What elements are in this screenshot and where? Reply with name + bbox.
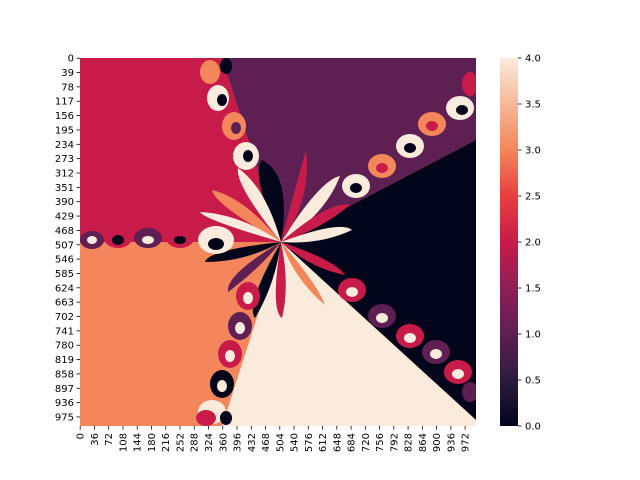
y-tick-label: 702: [55, 312, 74, 323]
y-tick-label: 390: [55, 197, 74, 208]
x-tick-label: 36: [90, 433, 101, 446]
x-tick-label: 72: [104, 433, 115, 446]
x-tick-label: 288: [190, 433, 201, 452]
central-petals: [200, 150, 352, 318]
colorbar-tick-label: 4.0: [525, 54, 541, 65]
x-tick-label: 360: [218, 433, 229, 452]
y-tick-label: 897: [55, 384, 74, 395]
x-tick-label: 576: [304, 433, 315, 452]
colorbar-tick-label: 1.5: [525, 284, 541, 295]
x-tick-label: 756: [375, 433, 386, 452]
x-tick-label: 684: [347, 433, 358, 452]
heatmap-plot-area: [80, 58, 476, 426]
colorbar-tick-label: 3.0: [525, 146, 541, 157]
colorbar-gradient: [500, 58, 518, 426]
y-tick-label: 468: [55, 226, 74, 237]
x-tick-label: 540: [290, 433, 301, 452]
x-tick-label: 936: [446, 433, 457, 452]
colorbar-tick-label: 0.0: [525, 422, 541, 433]
x-tick-label: 504: [275, 433, 286, 452]
y-axis: 0 39 78 117 156 195 234 273 312 351 390 429 468 507 54…: [55, 54, 80, 423]
x-tick-label: 252: [175, 433, 186, 452]
x-tick-label: 432: [247, 433, 258, 452]
y-tick-label: 936: [55, 398, 74, 409]
x-tick-label: 324: [204, 433, 215, 452]
x-tick-label: 900: [432, 433, 443, 452]
y-tick-label: 546: [55, 255, 74, 266]
colorbar-ticks: 0.0 0.5 1.0 1.5 2.0 2.5 3.0 3.5 4.0: [518, 54, 541, 433]
x-tick-label: 396: [233, 433, 244, 452]
colorbar-tick-label: 2.5: [525, 192, 541, 203]
y-tick-label: 741: [55, 326, 74, 337]
x-axis: 0 36 72 108 144 180 216 252 288 324 360 396 432 468 50…: [76, 426, 472, 452]
y-tick-label: 585: [55, 269, 74, 280]
colorbar-tick-label: 2.0: [525, 238, 541, 249]
x-tick-label: 720: [361, 433, 372, 452]
colorbar-tick-label: 3.5: [525, 100, 541, 111]
y-tick-label: 156: [55, 111, 74, 122]
y-tick-label: 0: [68, 54, 74, 65]
basin-upper-right: [222, 58, 476, 242]
x-tick-label: 648: [332, 433, 343, 452]
y-tick-label: 312: [55, 169, 74, 180]
y-tick-label: 429: [55, 212, 74, 223]
x-tick-label: 972: [461, 433, 472, 452]
x-tick-label: 108: [118, 433, 129, 452]
fractal-bulbs: [80, 58, 476, 426]
y-tick-label: 507: [55, 240, 74, 251]
y-tick-label: 117: [55, 97, 74, 108]
y-tick-label: 780: [55, 341, 74, 352]
x-tick-label: 864: [418, 433, 429, 452]
y-tick-label: 39: [61, 68, 74, 79]
y-tick-label: 858: [55, 369, 74, 380]
colorbar: 0.0 0.5 1.0 1.5 2.0 2.5 3.0 3.5 4.0: [500, 54, 541, 433]
x-tick-label: 144: [133, 433, 144, 452]
y-tick-label: 975: [55, 412, 74, 423]
y-tick-label: 819: [55, 355, 74, 366]
x-tick-label: 180: [147, 433, 158, 452]
y-tick-label: 351: [55, 183, 74, 194]
y-tick-label: 78: [61, 82, 74, 93]
y-tick-label: 273: [55, 154, 74, 165]
colorbar-tick-label: 1.0: [525, 330, 541, 341]
colorbar-tick-label: 0.5: [525, 376, 541, 387]
x-tick-label: 612: [318, 433, 329, 452]
y-tick-label: 663: [55, 298, 74, 309]
y-tick-label: 624: [55, 283, 74, 294]
x-tick-label: 216: [161, 433, 172, 452]
y-tick-label: 195: [55, 125, 74, 136]
x-tick-label: 828: [404, 433, 415, 452]
x-tick-label: 468: [261, 433, 272, 452]
x-tick-label: 0: [76, 433, 87, 439]
basin-upper-left: [80, 58, 281, 242]
y-tick-label: 234: [55, 140, 74, 151]
x-tick-label: 792: [389, 433, 400, 452]
